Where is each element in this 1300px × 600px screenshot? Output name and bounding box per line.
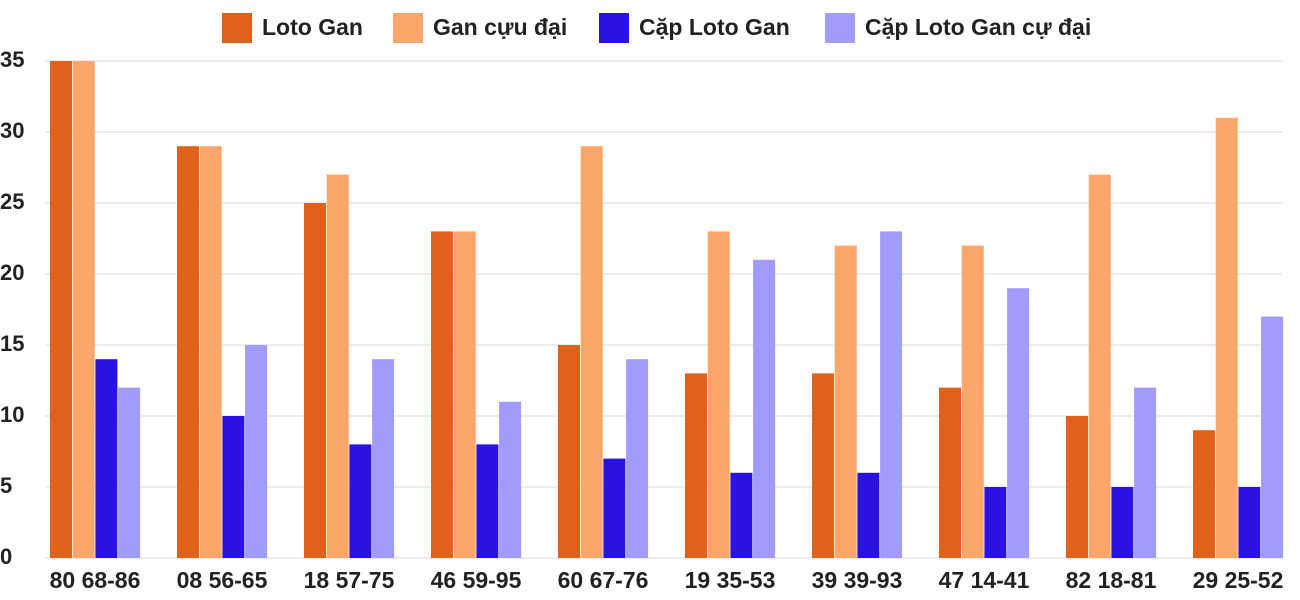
bar bbox=[1215, 117, 1238, 559]
bar bbox=[1066, 416, 1088, 558]
bar bbox=[707, 231, 730, 558]
y-tick-label: 20 bbox=[0, 260, 24, 285]
bar bbox=[177, 146, 199, 558]
legend-label: Cặp Loto Gan bbox=[639, 14, 790, 40]
bar bbox=[834, 245, 857, 558]
legend-label: Cặp Loto Gan cự đại bbox=[865, 14, 1091, 40]
legend-swatch bbox=[393, 13, 423, 43]
bar bbox=[349, 444, 372, 558]
bar bbox=[1238, 487, 1261, 558]
x-tick-label: 80 68-86 bbox=[50, 567, 141, 593]
bar bbox=[476, 444, 499, 558]
bar bbox=[72, 61, 95, 558]
y-tick-label: 15 bbox=[0, 331, 24, 356]
y-tick-label: 10 bbox=[0, 402, 24, 427]
bar bbox=[730, 472, 753, 558]
x-tick-label: 29 25-52 bbox=[1193, 567, 1284, 593]
bar bbox=[50, 61, 72, 558]
bar bbox=[558, 345, 580, 558]
legend-label: Gan cựu đại bbox=[433, 14, 567, 40]
y-tick-label: 25 bbox=[0, 189, 24, 214]
x-tick-label: 39 39-93 bbox=[812, 567, 903, 593]
bar bbox=[1088, 174, 1111, 558]
bar bbox=[626, 359, 649, 558]
bar bbox=[1007, 288, 1030, 558]
x-tick-label: 18 57-75 bbox=[304, 567, 395, 593]
y-tick-label: 0 bbox=[0, 544, 12, 569]
legend-label: Loto Gan bbox=[262, 14, 363, 40]
bar bbox=[580, 146, 603, 558]
bar bbox=[95, 359, 118, 558]
bar bbox=[857, 472, 880, 558]
bar bbox=[961, 245, 984, 558]
bar bbox=[326, 174, 349, 558]
y-tick-label: 30 bbox=[0, 118, 24, 143]
bar bbox=[939, 387, 961, 558]
bar bbox=[431, 231, 453, 558]
y-tick-label: 5 bbox=[0, 473, 12, 498]
bar bbox=[603, 458, 626, 558]
bar bbox=[304, 203, 326, 558]
legend-swatch bbox=[599, 13, 629, 43]
bar bbox=[245, 345, 268, 558]
bar bbox=[880, 231, 903, 558]
bar bbox=[499, 401, 522, 558]
bar bbox=[1134, 387, 1157, 558]
bar bbox=[753, 259, 776, 558]
bar bbox=[118, 387, 141, 558]
bar bbox=[1193, 430, 1215, 558]
bar bbox=[199, 146, 222, 558]
x-tick-label: 08 56-65 bbox=[177, 567, 268, 593]
bar bbox=[812, 373, 834, 558]
x-tick-label: 19 35-53 bbox=[685, 567, 776, 593]
bar bbox=[685, 373, 707, 558]
bar bbox=[1111, 487, 1134, 558]
y-tick-label: 35 bbox=[0, 47, 24, 72]
x-tick-label: 46 59-95 bbox=[431, 567, 522, 593]
bar bbox=[1261, 316, 1284, 558]
legend-swatch bbox=[825, 13, 855, 43]
x-tick-label: 47 14-41 bbox=[939, 567, 1030, 593]
x-tick-label: 82 18-81 bbox=[1066, 567, 1157, 593]
bar bbox=[453, 231, 476, 558]
x-tick-label: 60 67-76 bbox=[558, 567, 649, 593]
bar bbox=[372, 359, 395, 558]
bar bbox=[222, 416, 245, 558]
bar bbox=[984, 487, 1007, 558]
legend-swatch bbox=[222, 13, 252, 43]
